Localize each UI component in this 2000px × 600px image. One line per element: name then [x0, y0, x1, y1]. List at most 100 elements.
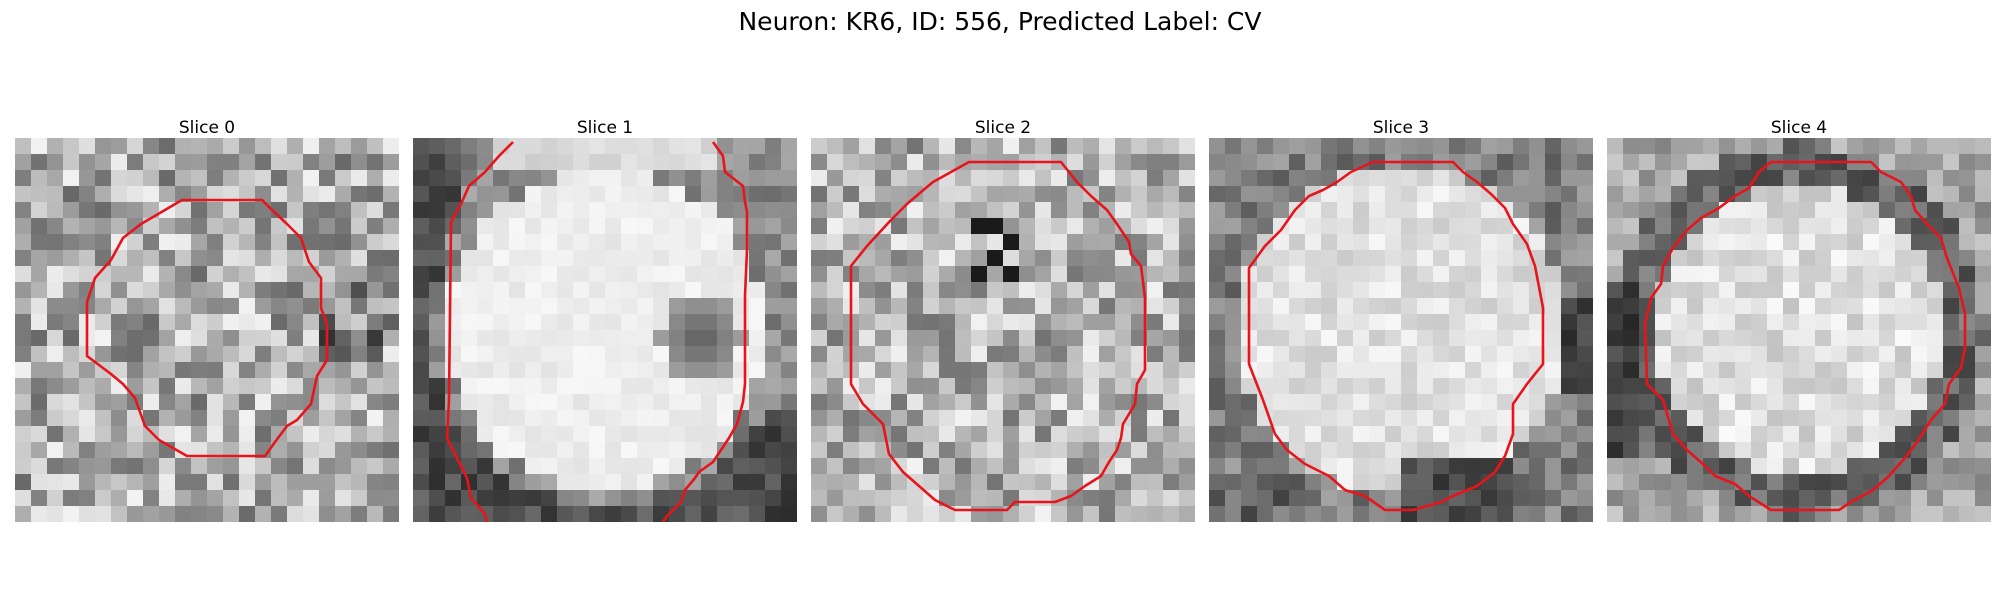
pixel [95, 202, 112, 219]
pixel [1163, 186, 1180, 203]
pixel [1607, 410, 1624, 427]
pixel [1225, 474, 1242, 491]
pixel [143, 298, 160, 315]
pixel [287, 378, 304, 395]
pixel [1257, 474, 1274, 491]
pixel [733, 138, 750, 155]
pixel [1975, 330, 1991, 347]
pixel [605, 330, 622, 347]
pixel [1545, 298, 1562, 315]
pixel [1131, 330, 1148, 347]
pixel [461, 474, 478, 491]
pixel [971, 170, 988, 187]
pixel [1289, 458, 1306, 475]
pixel [413, 394, 430, 411]
pixel [1943, 234, 1960, 251]
pixel [1019, 346, 1036, 363]
pixel [175, 154, 192, 171]
pixel [541, 426, 558, 443]
pixel [255, 202, 272, 219]
pixel [493, 202, 510, 219]
pixel [351, 154, 368, 171]
pixel [939, 506, 956, 522]
pixel [255, 346, 272, 363]
pixel [1481, 362, 1498, 379]
pixel [1241, 378, 1258, 395]
pixel [1273, 506, 1290, 522]
pixel [1115, 250, 1132, 267]
pixel [1959, 170, 1976, 187]
pixel [127, 346, 144, 363]
pixel [987, 394, 1004, 411]
pixel [367, 186, 384, 203]
pixel [621, 426, 638, 443]
pixel [811, 474, 828, 491]
pixel [1831, 442, 1848, 459]
pixel [1051, 506, 1068, 522]
pixel [573, 218, 590, 235]
pixel [95, 506, 112, 522]
pixel [955, 490, 972, 507]
pixel [1369, 250, 1386, 267]
pixel [1035, 170, 1052, 187]
pixel [1879, 362, 1896, 379]
pixel [1273, 410, 1290, 427]
pixel [1815, 346, 1832, 363]
pixel [541, 282, 558, 299]
pixel [1131, 410, 1148, 427]
pixel [733, 154, 750, 171]
pixel [1561, 202, 1578, 219]
pixel [47, 170, 64, 187]
pixel [1831, 202, 1848, 219]
pixel [1895, 474, 1912, 491]
pixel [1273, 138, 1290, 155]
pixel [811, 490, 828, 507]
pixel [955, 202, 972, 219]
pixel [923, 346, 940, 363]
pixel [1783, 506, 1800, 522]
pixel [653, 410, 670, 427]
pixel [159, 490, 176, 507]
pixel [1289, 170, 1306, 187]
pixel [1179, 234, 1195, 251]
pixel [1607, 378, 1624, 395]
pixel [271, 138, 288, 155]
pixel [1051, 186, 1068, 203]
pixel [367, 282, 384, 299]
pixel [1481, 346, 1498, 363]
pixel [875, 154, 892, 171]
pixel [733, 442, 750, 459]
pixel [1847, 506, 1864, 522]
pixel [1895, 218, 1912, 235]
pixel [1577, 362, 1593, 379]
pixel [573, 138, 590, 155]
pixel [1035, 330, 1052, 347]
pixel [1799, 282, 1816, 299]
pixel [1083, 426, 1100, 443]
pixel [63, 170, 80, 187]
pixel [1083, 250, 1100, 267]
pixel [1911, 474, 1928, 491]
pixel [335, 362, 352, 379]
pixel [63, 426, 80, 443]
pixel [477, 458, 494, 475]
pixel [1639, 506, 1656, 522]
pixel [1975, 394, 1991, 411]
pixel [127, 506, 144, 522]
pixel [557, 298, 574, 315]
pixel [1289, 330, 1306, 347]
pixel [1497, 490, 1514, 507]
pixel [589, 474, 606, 491]
pixel [1385, 202, 1402, 219]
pixel [749, 138, 766, 155]
pixel [765, 458, 782, 475]
pixel [1623, 138, 1640, 155]
pixel [1305, 394, 1322, 411]
pixel [1671, 506, 1688, 522]
pixel [1577, 458, 1593, 475]
pixel [1289, 506, 1306, 522]
pixel [765, 298, 782, 315]
pixel [383, 154, 399, 171]
pixel [31, 378, 48, 395]
pixel [1115, 362, 1132, 379]
